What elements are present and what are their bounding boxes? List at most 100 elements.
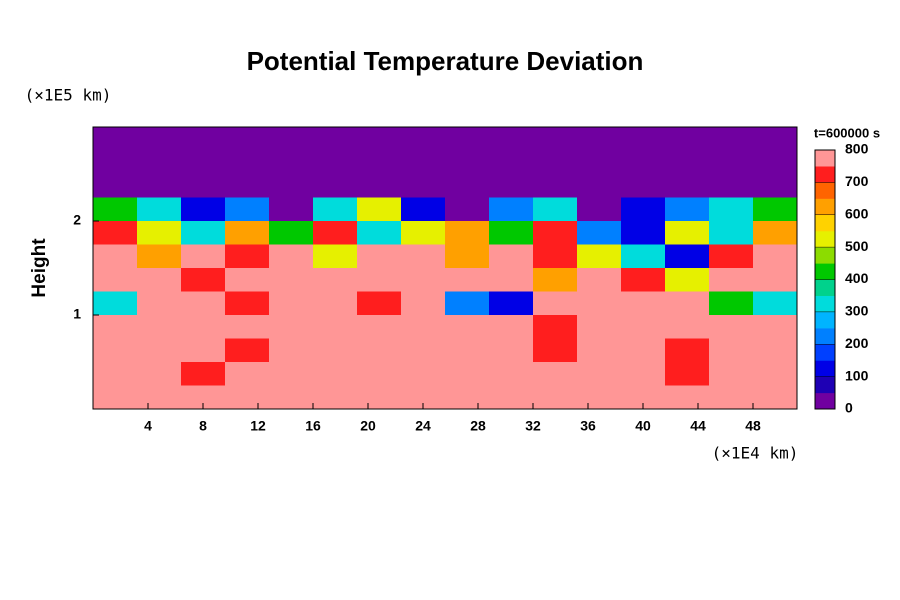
cell	[621, 315, 666, 339]
cell	[357, 244, 402, 269]
cell	[225, 268, 270, 292]
cell	[137, 150, 182, 175]
colorbar-tick-label: 100	[845, 367, 869, 383]
cell	[753, 385, 798, 410]
colorbar-swatch	[815, 279, 835, 296]
cell	[445, 127, 490, 151]
colorbar-swatch	[815, 247, 835, 264]
cell	[181, 291, 226, 316]
cell	[621, 174, 666, 198]
cell	[533, 221, 578, 245]
cell	[225, 315, 270, 339]
colorbar-tick-label: 500	[845, 238, 869, 254]
cell	[269, 197, 314, 222]
cell	[489, 197, 534, 222]
cell	[533, 338, 578, 363]
cell	[313, 315, 358, 339]
cell	[577, 197, 622, 222]
cell	[137, 315, 182, 339]
cell	[93, 385, 138, 410]
colorbar-swatch	[815, 392, 835, 410]
cell	[533, 197, 578, 222]
cell	[577, 291, 622, 316]
cell	[577, 362, 622, 386]
cell	[621, 362, 666, 386]
cell	[489, 268, 534, 292]
cell	[137, 244, 182, 269]
cell	[577, 150, 622, 175]
y-axis-label: Height	[29, 238, 50, 298]
cell	[225, 362, 270, 386]
cell	[621, 244, 666, 269]
y-tick-label: 1	[73, 306, 81, 322]
cell	[313, 385, 358, 410]
cell	[489, 338, 534, 363]
x-tick-label: 4	[144, 418, 152, 434]
cell	[577, 174, 622, 198]
cell	[137, 127, 182, 151]
cell	[753, 244, 798, 269]
cell	[93, 150, 138, 175]
y-tick-label: 2	[73, 212, 81, 228]
cell	[665, 244, 710, 269]
cell	[137, 291, 182, 316]
cell	[269, 174, 314, 198]
cell	[533, 244, 578, 269]
cell	[269, 338, 314, 363]
colorbar-title: t=600000 s	[814, 125, 880, 140]
colorbar-tick-label: 400	[845, 270, 869, 286]
field	[93, 127, 798, 410]
cell	[577, 315, 622, 339]
cell	[621, 150, 666, 175]
colorbar-swatch	[815, 166, 835, 183]
cell	[313, 221, 358, 245]
cell	[269, 221, 314, 245]
cell	[313, 127, 358, 151]
cell	[621, 291, 666, 316]
cell	[137, 268, 182, 292]
colorbar-swatch	[815, 360, 835, 377]
cell	[489, 150, 534, 175]
cell	[225, 174, 270, 198]
cell	[753, 268, 798, 292]
cell	[137, 338, 182, 363]
cell	[269, 315, 314, 339]
cell	[577, 127, 622, 151]
cell	[357, 197, 402, 222]
colorbar-swatch	[815, 344, 835, 361]
cell	[665, 338, 710, 363]
cell	[445, 291, 490, 316]
cell	[709, 127, 754, 151]
colorbar-swatch	[815, 214, 835, 232]
cell	[269, 362, 314, 386]
cell	[93, 338, 138, 363]
cell	[445, 197, 490, 222]
cell	[225, 150, 270, 175]
cell	[181, 150, 226, 175]
cell	[445, 268, 490, 292]
cell	[93, 197, 138, 222]
cell	[313, 338, 358, 363]
cell	[665, 268, 710, 292]
cell	[665, 315, 710, 339]
cell	[93, 268, 138, 292]
cell	[533, 268, 578, 292]
cell	[577, 221, 622, 245]
cell	[137, 362, 182, 386]
colorbar-tick-label: 0	[845, 400, 853, 416]
cell	[401, 174, 446, 198]
cell	[225, 385, 270, 410]
cell	[137, 197, 182, 222]
cell	[753, 150, 798, 175]
cell	[621, 197, 666, 222]
colorbar-swatch	[815, 376, 835, 394]
cell	[709, 315, 754, 339]
cell	[577, 385, 622, 410]
cell	[357, 362, 402, 386]
cell	[621, 221, 666, 245]
cell	[357, 315, 402, 339]
colorbar-tick-label: 200	[845, 335, 869, 351]
cell	[577, 338, 622, 363]
cell	[225, 338, 270, 363]
